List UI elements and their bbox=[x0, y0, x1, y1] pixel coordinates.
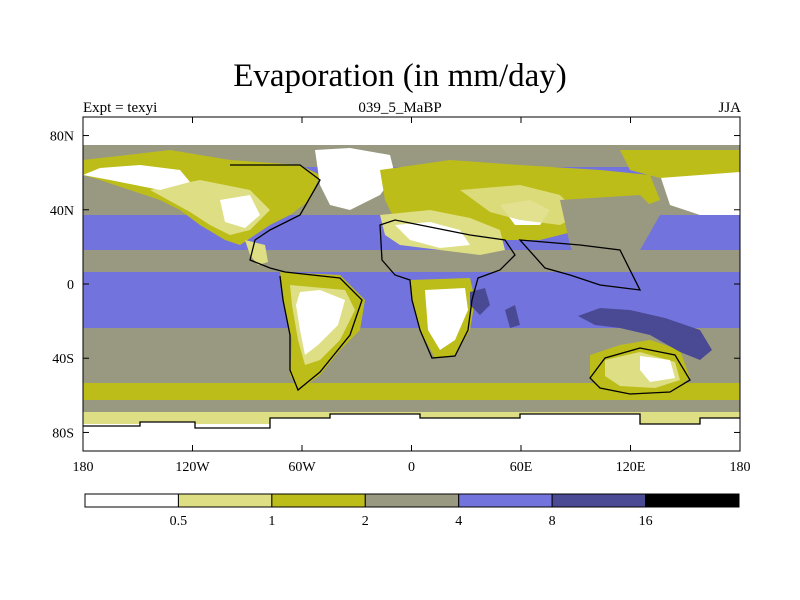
coastline-australia bbox=[589, 347, 691, 395]
x-tick-label: 120W bbox=[175, 460, 210, 475]
colorbar-labels: 0.5 1 2 4 8 16 bbox=[170, 514, 653, 529]
colorbar-label: 2 bbox=[362, 514, 369, 529]
field-north-tropic-2-4 bbox=[83, 250, 740, 272]
x-tick-label: 60W bbox=[288, 460, 316, 475]
field-central-asia-0.5-1 bbox=[460, 185, 580, 225]
colorbar-label: 1 bbox=[268, 514, 275, 529]
x-tick-label: 60E bbox=[510, 460, 533, 475]
field-siberia-1-2 bbox=[620, 150, 740, 178]
colorbar-swatch bbox=[84, 493, 179, 508]
x-tick-labels: 180 120W 60W 0 60E 120E 180 bbox=[73, 460, 751, 475]
x-tick-label: 120E bbox=[616, 460, 646, 475]
colorbar-swatch bbox=[271, 493, 366, 508]
field-pacific-max bbox=[578, 308, 712, 360]
x-tick-marks bbox=[82, 117, 741, 451]
colorbar-label: 4 bbox=[455, 514, 462, 529]
y-tick-label: 80S bbox=[52, 426, 74, 441]
field-north-america-low bbox=[220, 195, 260, 228]
field-africa-low bbox=[425, 288, 468, 350]
x-tick-label: 0 bbox=[408, 460, 415, 475]
field-sahara-low bbox=[395, 222, 470, 248]
colorbar-label: 0.5 bbox=[170, 514, 188, 529]
colorbar-swatch bbox=[645, 493, 740, 508]
coastline-asia bbox=[518, 239, 642, 291]
colorbar-swatch bbox=[364, 493, 460, 508]
colorbar-swatch bbox=[458, 493, 553, 508]
field-canada-low bbox=[83, 165, 190, 190]
time-label: 039_5_MaBP bbox=[358, 100, 442, 116]
coastline-americas bbox=[230, 164, 363, 392]
y-tick-label: 80N bbox=[50, 130, 74, 145]
field-central-america bbox=[245, 240, 268, 265]
season-label: JJA bbox=[718, 100, 741, 116]
chart-title: Evaporation (in mm/day) bbox=[233, 58, 567, 94]
field-indian-max bbox=[470, 288, 490, 315]
field-greenland-low bbox=[315, 148, 395, 210]
y-tick-label: 0 bbox=[67, 278, 74, 293]
y-tick-labels: 80N 40N 0 40S 80S bbox=[50, 130, 74, 442]
field-siberia-low bbox=[660, 170, 740, 215]
colorbar-swatch bbox=[177, 493, 273, 508]
field-east-asia-2-4 bbox=[560, 195, 660, 270]
colorbar-swatch bbox=[551, 493, 647, 508]
field-australia-low bbox=[640, 356, 675, 382]
y-tick-label: 40S bbox=[52, 352, 74, 367]
x-tick-label: 180 bbox=[73, 460, 94, 475]
colorbar-label: 16 bbox=[639, 514, 653, 529]
field-antarctic-coast bbox=[83, 414, 740, 451]
y-tick-label: 40N bbox=[50, 204, 74, 219]
field-southern-band-2-4b bbox=[83, 400, 740, 414]
coastline-eurasia-africa bbox=[379, 219, 516, 359]
coastline-antarctica bbox=[83, 413, 740, 429]
field-southern-band-1-2 bbox=[83, 383, 740, 405]
y-tick-marks bbox=[83, 135, 740, 433]
x-tick-label: 180 bbox=[730, 460, 751, 475]
colorbar-label: 8 bbox=[549, 514, 556, 529]
field-indian-max-2 bbox=[505, 305, 520, 328]
field-south-america-low bbox=[296, 290, 345, 355]
colorbar bbox=[84, 493, 740, 508]
experiment-label: Expt = texyi bbox=[83, 100, 158, 116]
